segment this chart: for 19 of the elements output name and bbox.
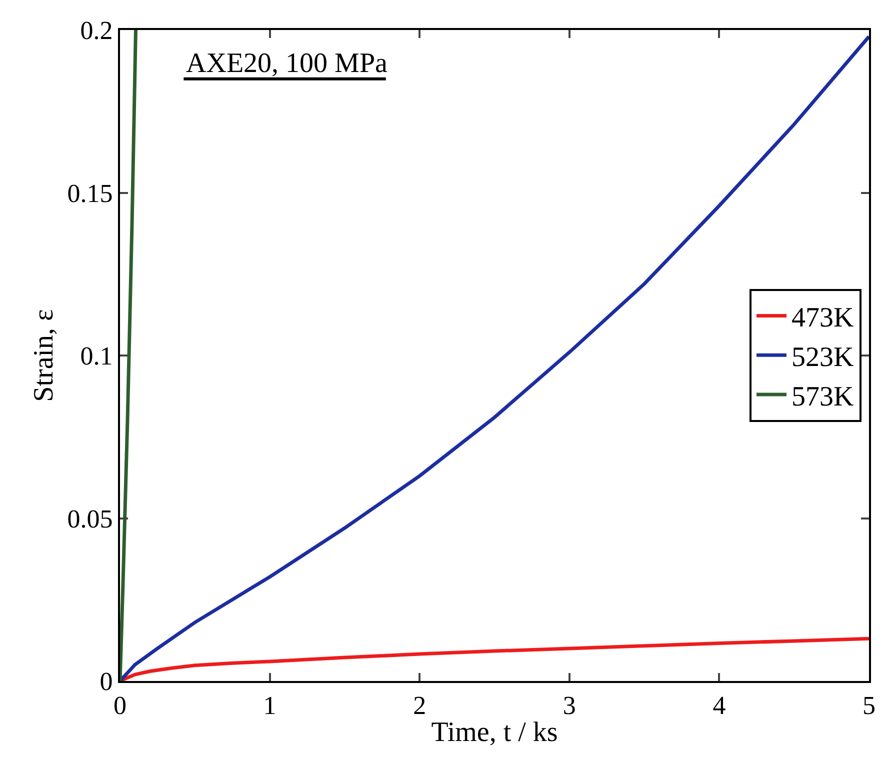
legend-label: 523K xyxy=(792,342,854,374)
x-tick-label: 2 xyxy=(413,691,426,720)
legend-label: 473K xyxy=(792,302,854,334)
y-tick-label: 0 xyxy=(100,667,113,696)
x-tick-label: 5 xyxy=(862,691,876,720)
y-tick-label: 0.1 xyxy=(80,342,113,371)
x-axis-title: Time, t / ks xyxy=(431,716,558,748)
line-series xyxy=(120,636,869,681)
y-axis-title: Strain, ε xyxy=(28,309,60,402)
y-tick-label: 0.2 xyxy=(80,16,113,46)
x-tick-label: 3 xyxy=(562,691,576,720)
line-series xyxy=(120,34,869,681)
y-tick-label: 0.05 xyxy=(67,504,113,534)
legend-label: 573K xyxy=(792,381,854,412)
x-tick-label: 1 xyxy=(263,691,276,720)
line-series xyxy=(120,30,138,681)
annotation: AXE20, 100 MPa xyxy=(186,48,388,79)
x-tick-label: 4 xyxy=(712,691,726,720)
y-tick-label: 0.15 xyxy=(67,178,113,208)
